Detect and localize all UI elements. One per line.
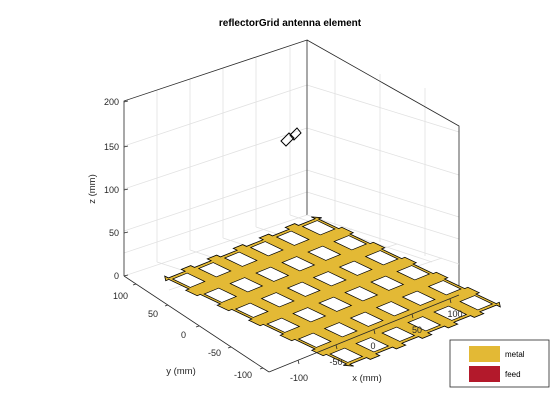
- dipole-feed: [280, 127, 302, 147]
- plate-hole: [407, 316, 442, 332]
- plate-hole: [344, 286, 379, 302]
- plate-metal: [164, 216, 501, 367]
- plate-hole: [370, 275, 405, 291]
- x-tick-label: 50: [412, 325, 422, 335]
- legend-label-feed: feed: [505, 370, 521, 379]
- plate-hole: [323, 322, 358, 338]
- z-tick-label: 100: [104, 185, 119, 195]
- plate-hole: [381, 326, 416, 342]
- y-tick-label: 50: [148, 309, 158, 319]
- plate-hole: [349, 311, 384, 327]
- plate-hole: [459, 295, 494, 311]
- legend: metal feed: [449, 339, 550, 388]
- plate-hole: [307, 245, 342, 261]
- z-axis-label: z (mm): [87, 174, 98, 204]
- plate-hole: [260, 292, 295, 308]
- plate-hole: [427, 280, 462, 296]
- plate-hole: [229, 277, 264, 293]
- reflector-grid-plate: [164, 216, 501, 367]
- plate-hole: [223, 251, 258, 267]
- plate-hole: [338, 260, 373, 276]
- plate-hole: [364, 250, 399, 266]
- plate-hole: [255, 266, 290, 282]
- y-tick-label: -100: [234, 370, 252, 380]
- x-tick-label: -100: [290, 373, 308, 383]
- plate-hole: [433, 305, 468, 321]
- x-tick-label: 0: [370, 341, 375, 351]
- z-tick-label: 200: [104, 97, 119, 107]
- plate-hole: [318, 296, 353, 312]
- figure-title: reflectorGrid antenna element: [219, 18, 362, 29]
- plate-hole: [297, 332, 332, 348]
- plate-hole: [292, 307, 327, 323]
- front-axes: 0 50 100 150 200 z (mm) 100 50 0 -50 -10…: [87, 97, 463, 384]
- plate-hole: [171, 272, 206, 288]
- x-tick-label: 100: [447, 309, 462, 319]
- x-axis-label: x (mm): [352, 373, 382, 384]
- plate-hole: [203, 287, 238, 303]
- z-tick-label: 150: [104, 142, 119, 152]
- y-axis-label: y (mm): [166, 366, 196, 377]
- plate-hole: [197, 262, 232, 278]
- x-tick-label: -50: [329, 357, 342, 367]
- plate-hole: [234, 302, 269, 318]
- plate-hole: [333, 235, 368, 251]
- plate-hole: [249, 241, 284, 257]
- plate-hole: [396, 265, 431, 281]
- plate-hole: [401, 290, 436, 306]
- y-tick-label: -50: [208, 348, 221, 358]
- plate-hole: [329, 347, 364, 363]
- legend-swatch-metal: [469, 346, 500, 362]
- plate-hole: [301, 220, 336, 236]
- y-tick-label: 0: [181, 330, 186, 340]
- plate-hole: [375, 301, 410, 317]
- legend-swatch-feed: [469, 366, 500, 382]
- plate-hole: [355, 337, 390, 353]
- plate-hole: [312, 271, 347, 287]
- legend-label-metal: metal: [505, 350, 525, 359]
- plate-hole: [266, 317, 301, 333]
- plate-hole: [275, 230, 310, 246]
- plate-hole: [286, 281, 321, 297]
- plate-hole: [281, 256, 316, 272]
- z-tick-label: 50: [109, 228, 119, 238]
- y-tick-label: 100: [113, 291, 128, 301]
- z-tick-label: 0: [114, 271, 119, 281]
